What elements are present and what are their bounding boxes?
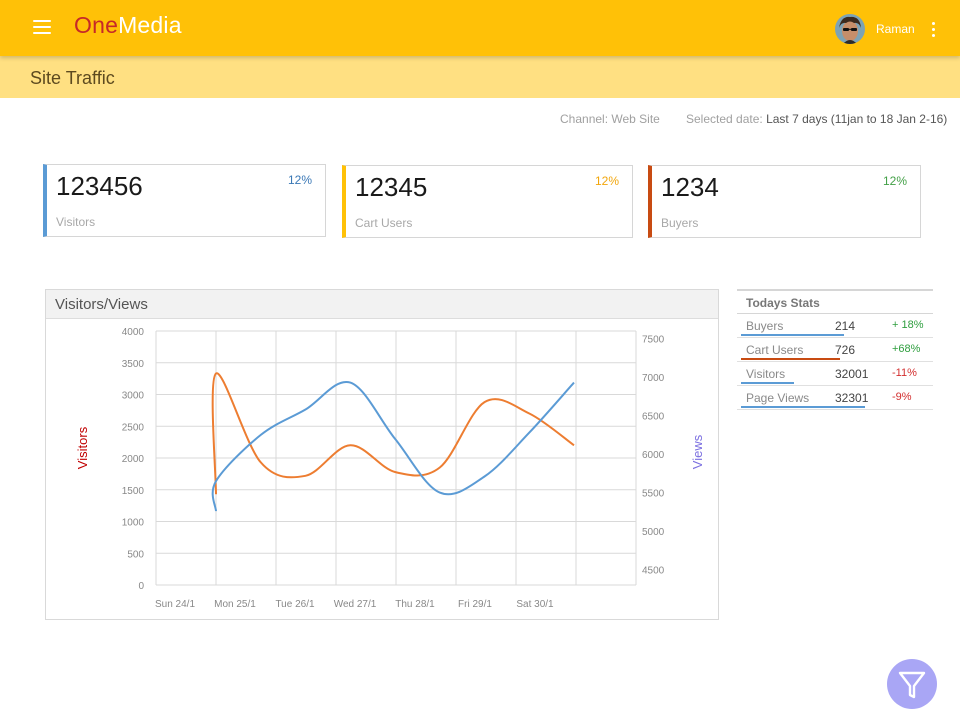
filter-icon [898,671,926,699]
stat-progress-bar [741,382,794,384]
left-tick-label: 1500 [122,486,145,497]
kpi-card-buyers[interactable]: 1234 12% Buyers [648,165,921,238]
left-axis-label: Visitors [75,426,90,469]
kpi-label: Cart Users [355,216,413,230]
page-title: Site Traffic [30,68,115,88]
stat-change: -11% [892,367,917,379]
logo-part-media: Media [118,12,182,38]
more-options-icon[interactable] [926,19,940,39]
kpi-value: 12345 [355,172,428,202]
left-tick-label: 1000 [122,518,145,529]
left-tick-label: 2000 [122,454,145,465]
kpi-value: 1234 [661,172,719,202]
channel-value: Web Site [611,112,660,126]
stats-row-buyers[interactable]: Buyers 214 + 18% [737,314,933,338]
user-name[interactable]: Raman [876,22,915,36]
app-bar: OneMedia Raman [0,0,960,56]
stat-progress-bar [741,406,865,408]
stat-name: Cart Users [746,343,804,357]
stats-row-cart-users[interactable]: Cart Users 726 +68% [737,338,933,362]
stat-progress-bar [741,334,844,336]
left-tick-label: 4000 [122,327,145,338]
date-filter[interactable]: Selected date: Last 7 days (11jan to 18 … [686,112,947,126]
date-value: Last 7 days (11jan to 18 Jan 2-16) [766,112,948,126]
right-tick-label: 4500 [642,566,665,577]
right-tick-label: 7500 [642,335,665,346]
page-header: Site Traffic [0,56,960,98]
stat-change: +68% [892,343,921,355]
stat-name: Page Views [746,391,810,405]
x-tick-label: Thu 28/1 [395,599,435,610]
kpi-change: 12% [287,173,312,187]
right-axis-label: Views [690,434,705,469]
series-line-visitors [211,372,575,495]
visitors-views-chart: Visitors Views 4000 3500 3000 2500 2000 1500 1… [75,327,705,610]
logo-part-one: One [74,12,119,38]
kpi-change: 12% [594,174,619,188]
channel-label: Channel: [560,112,609,126]
channel-filter[interactable]: Channel: Web Site [560,112,660,126]
kpi-label: Buyers [661,216,699,230]
kpi-change: 12% [882,174,907,188]
left-tick-label: 3000 [122,391,145,402]
x-tick-label: Sun 24/1 [155,599,195,610]
todays-stats-table: Todays Stats Buyers 214 + 18% Cart Users… [737,289,933,410]
stat-name: Buyers [746,319,784,333]
x-tick-label: Sat 30/1 [516,599,554,610]
x-tick-label: Wed 27/1 [334,599,377,610]
menu-icon[interactable] [30,16,54,38]
right-tick-label: 7000 [642,373,665,384]
todays-stats-title: Todays Stats [737,289,933,314]
date-label: Selected date: [686,112,763,126]
right-tick-label: 6000 [642,450,665,461]
x-tick-label: Mon 25/1 [214,599,256,610]
stats-row-visitors[interactable]: Visitors 32001 -11% [737,362,933,386]
stat-value: 32001 [835,367,869,381]
left-tick-label: 500 [127,549,144,560]
kpi-card-cart-users[interactable]: 12345 12% Cart Users [342,165,633,238]
filter-fab-button[interactable] [887,659,937,709]
stat-value: 32301 [835,391,869,405]
visitors-views-chart-card: Visitors/Views Visitors Views 4000 3500 30… [45,289,719,620]
left-tick-label: 3500 [122,359,145,370]
stat-change: -9% [892,391,912,403]
kpi-label: Visitors [56,215,96,229]
x-tick-label: Fri 29/1 [458,599,492,610]
left-tick-label: 2500 [122,422,145,433]
x-tick-label: Tue 26/1 [275,599,315,610]
right-tick-label: 5000 [642,527,665,538]
avatar[interactable] [835,14,865,44]
series-line-views [211,380,575,512]
stats-row-page-views[interactable]: Page Views 32301 -9% [737,386,933,410]
right-tick-label: 5500 [642,489,665,500]
app-logo[interactable]: OneMedia [74,12,182,39]
kpi-card-visitors[interactable]: 123456 12% Visitors [43,164,326,237]
stat-change: + 18% [892,319,924,331]
stat-progress-bar [741,358,840,360]
stat-name: Visitors [746,367,786,381]
stat-value: 726 [835,343,856,357]
left-tick-label: 0 [138,581,144,592]
stat-value: 214 [835,319,856,333]
chart-title: Visitors/Views [46,290,718,319]
right-tick-label: 6500 [642,412,665,423]
kpi-value: 123456 [56,171,143,201]
